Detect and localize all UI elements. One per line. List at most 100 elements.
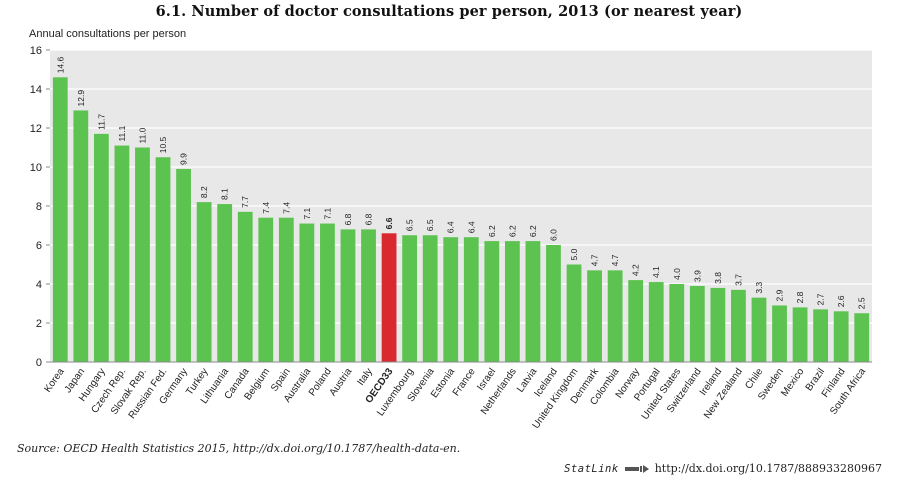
value-label: 11.7 [96,114,106,130]
value-label: 12.9 [76,90,86,107]
value-label: 6.5 [425,219,435,231]
value-label: 2.6 [836,295,846,307]
statlink-brand: StatLink [564,462,619,475]
bar [463,237,479,362]
value-label: 2.9 [775,289,785,301]
y-tick-label: 16 [30,45,42,57]
value-label: 11.0 [137,127,147,143]
bar [217,204,233,362]
bar [422,235,438,362]
bar [278,217,294,362]
bar [176,168,191,362]
value-label: 6.6 [384,217,394,229]
value-label: 8.1 [220,188,230,200]
value-label: 3.3 [754,282,764,294]
bar [833,311,849,362]
bar [710,287,726,362]
bars [52,77,870,363]
bar [320,223,335,362]
bar [443,237,459,362]
chart-title: 6.1. Number of doctor consultations per … [155,3,743,20]
statlink-url[interactable]: http://dx.doi.org/10.1787/888933280967 [654,462,882,475]
value-label: 4.7 [590,254,600,266]
y-tick-label: 10 [30,162,42,174]
y-tick-label: 2 [36,318,42,330]
bar [607,270,623,362]
bar [731,289,746,362]
value-label: 7.1 [302,207,312,219]
category-label: Austria [328,366,355,398]
bar [546,245,561,362]
value-label: 2.5 [857,297,867,309]
bar [484,241,500,362]
bar [361,229,376,362]
value-label: 6.4 [446,221,456,233]
bar [669,284,685,362]
value-label: 7.1 [322,207,332,219]
bar [792,307,808,362]
value-label: 14.6 [55,56,65,73]
value-label: 4.1 [651,266,661,278]
bar [135,147,150,362]
y-tick-label: 6 [36,240,42,252]
bar [402,235,418,362]
value-label: 6.4 [466,221,476,233]
value-label: 2.7 [816,293,826,305]
bar [52,77,68,363]
value-label: 3.7 [733,274,743,286]
statlink[interactable]: StatLink http://dx.doi.org/10.1787/88893… [564,462,882,475]
bar [751,297,767,362]
value-label: 4.7 [610,254,620,266]
bar [258,217,274,362]
bar [854,313,870,362]
y-tick-label: 8 [36,201,42,213]
bar [566,264,582,362]
bar [196,202,212,362]
bar-chart: 0 2 4 6 8 10 12 14 16 14.6 12.9 11.7 11.1 11.0 10.5 9.… [30,45,872,431]
bar [237,211,253,362]
value-label: 6.5 [405,219,415,231]
bar [525,241,541,362]
category-label: Italy [355,366,375,387]
value-label: 6.2 [507,225,517,237]
bar [114,145,130,362]
value-label: 6.8 [364,213,374,225]
statlink-logo-icon [624,464,649,473]
value-label: 9.9 [179,153,189,165]
category-label: France [451,366,478,398]
y-tick-label: 4 [36,279,42,291]
value-label: 6.2 [528,225,538,237]
value-label: 10.5 [158,136,168,153]
value-label: 11.1 [117,125,127,141]
bar [648,282,664,362]
bar [628,280,644,362]
source-note: Source: OECD Health Statistics 2015, htt… [17,442,461,455]
value-label: 6.8 [343,213,353,225]
y-tick-label: 12 [30,123,42,135]
bar [155,157,171,362]
value-label: 4.0 [672,268,682,280]
value-label: 3.8 [713,272,723,284]
bar [73,110,89,362]
value-labels: 14.6 12.9 11.7 11.1 11.0 10.5 9.9 8.2 8.1 7.7 7.4 7… [55,56,866,309]
y-axis-label: Annual consultations per person [29,28,187,40]
value-label: 4.2 [631,264,641,276]
value-label: 7.4 [281,202,291,214]
bar [504,241,520,362]
bar [93,133,109,362]
bar [299,223,315,362]
value-label: 8.2 [199,186,209,198]
y-tick-label: 14 [30,84,42,96]
y-axis-ticks: 0 2 4 6 8 10 12 14 16 [30,45,50,369]
bar [772,305,787,362]
value-label: 3.9 [692,270,702,282]
bar [813,309,829,362]
value-label: 2.8 [795,291,805,303]
value-label: 5.0 [569,248,579,260]
value-label: 7.4 [261,202,271,214]
bar [587,270,602,362]
bar [381,233,397,362]
bar [340,229,356,362]
value-label: 7.7 [240,196,250,208]
